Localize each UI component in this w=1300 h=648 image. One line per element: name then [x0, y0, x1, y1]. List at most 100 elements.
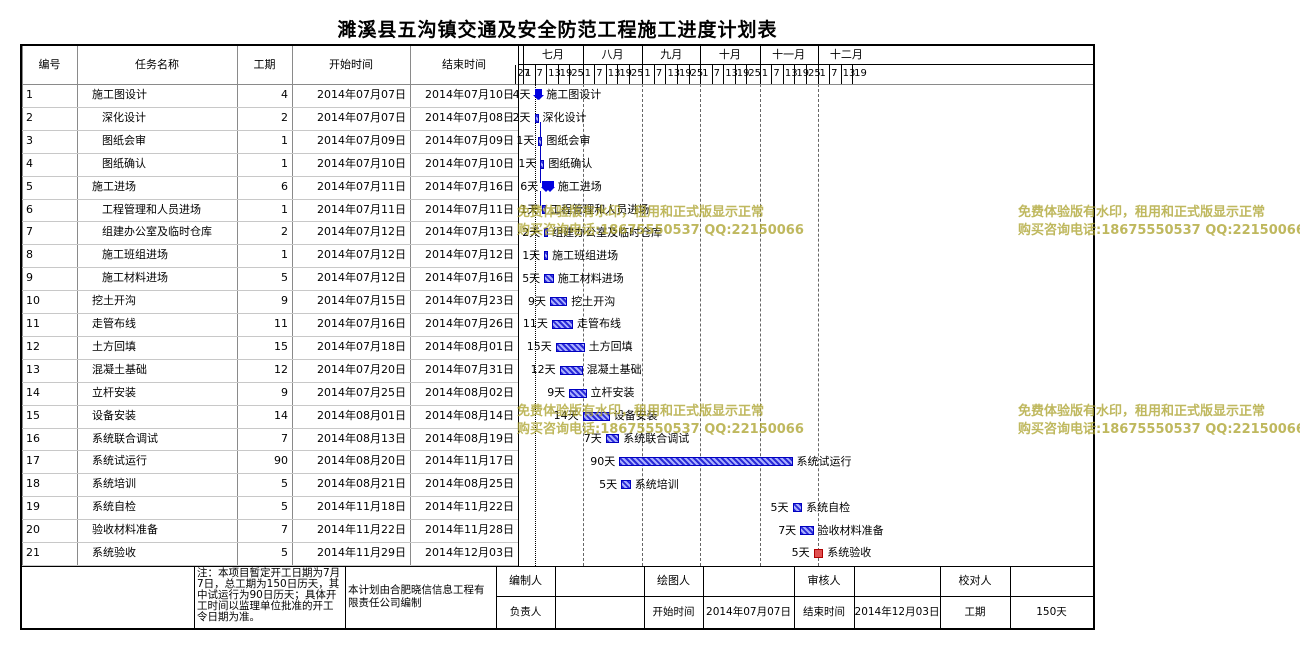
footer-cell: 150天 — [1036, 606, 1067, 618]
task-name: 组建办公室及临时仓库 — [102, 225, 212, 239]
task-end: 2014年07月09日 — [425, 133, 514, 147]
task-end: 2014年07月10日 — [425, 156, 514, 170]
task-duration: 1 — [281, 202, 288, 216]
bar-duration: 7天 — [583, 431, 602, 445]
task-name: 立杆安装 — [92, 385, 136, 399]
row-divider — [22, 290, 518, 292]
day-label: 13 — [842, 68, 856, 79]
day-label: 1 — [584, 68, 592, 79]
day-label: 13 — [667, 68, 681, 79]
row-divider — [22, 473, 518, 475]
bar-duration: 2天 — [512, 111, 531, 125]
dependency-arrow — [540, 191, 542, 206]
task-name: 施工材料进场 — [102, 271, 168, 285]
month-label: 八月 — [601, 48, 624, 61]
dependency-arrow — [540, 122, 542, 138]
day-tick — [782, 65, 784, 84]
footer-divider — [555, 566, 556, 628]
task-start: 2014年08月01日 — [317, 408, 406, 422]
task-name: 验收材料准备 — [92, 523, 158, 537]
day-label: 1 — [644, 68, 651, 79]
day-label: 13 — [607, 68, 621, 79]
day-tick — [723, 65, 725, 84]
task-bar — [813, 548, 824, 558]
footer-top-border — [22, 566, 1093, 567]
watermark: 免费体验版有水印，租用和正式版显示正常 购买咨询电话:18675550537 QQ… — [517, 204, 804, 240]
day-tick — [569, 65, 571, 84]
task-id: 9 — [26, 271, 33, 285]
day-tick — [677, 65, 678, 84]
day-tick — [665, 65, 667, 84]
task-start: 2014年08月21日 — [317, 477, 406, 491]
footer-cell: 开始时间 — [652, 606, 695, 618]
footer-cell: 工期 — [964, 606, 986, 618]
summary-bar — [541, 181, 555, 193]
watermark-line1: 免费体验版有水印，租用和正式版显示正常 — [517, 205, 765, 220]
day-label: 1 — [525, 68, 532, 79]
row-divider — [22, 175, 518, 177]
bar-duration: 2天 — [522, 225, 541, 239]
task-end: 2014年07月12日 — [425, 248, 514, 262]
task-end: 2014年12月03日 — [425, 546, 514, 559]
task-id: 1 — [26, 88, 33, 101]
task-id: 7 — [26, 225, 33, 239]
task-end: 2014年07月26日 — [425, 317, 514, 330]
task-duration: 1 — [281, 133, 288, 147]
task-bar — [605, 434, 620, 444]
task-name: 施工进场 — [92, 179, 136, 193]
table-row: 15 设备安装 14 2014年08月01日 2014年08月14日 — [22, 405, 518, 428]
header-duration: 工期 — [253, 58, 276, 71]
task-bar — [582, 411, 610, 421]
task-id: 15 — [26, 408, 40, 422]
task-duration: 15 — [274, 339, 288, 353]
bar-label: 走管布线 — [577, 317, 622, 331]
table-row: 18 系统培训 5 2014年08月21日 2014年08月25日 — [22, 473, 518, 496]
table-row: 10 挖土开沟 9 2014年07月15日 2014年07月23日 — [22, 290, 518, 313]
task-start: 2014年11月22日 — [317, 523, 406, 537]
bar-duration: 7天 — [778, 523, 797, 537]
task-end: 2014年07月31日 — [425, 362, 514, 376]
bar-label: 系统联合调试 — [623, 431, 690, 445]
day-label: 1 — [761, 68, 769, 79]
task-duration: 11 — [274, 317, 288, 330]
task-id: 6 — [26, 202, 33, 216]
task-id: 17 — [26, 454, 40, 468]
bar-label: 深化设计 — [542, 111, 587, 125]
month-label: 十月 — [718, 48, 741, 61]
task-name: 系统验收 — [92, 546, 136, 559]
footer-divider — [644, 566, 645, 628]
day-tick — [653, 65, 655, 84]
header-name: 任务名称 — [135, 58, 179, 71]
task-id: 11 — [26, 317, 40, 330]
task-bar — [800, 526, 814, 536]
bar-label: 施工图设计 — [546, 88, 602, 102]
column-divider — [22, 46, 23, 566]
day-label: 25 — [807, 68, 821, 79]
day-tick — [759, 65, 761, 84]
task-duration: 5 — [281, 546, 288, 559]
task-id: 4 — [26, 156, 33, 170]
task-end: 2014年07月23日 — [425, 294, 514, 308]
task-duration: 5 — [281, 500, 288, 514]
task-duration: 6 — [281, 179, 288, 193]
month-grid — [642, 84, 644, 566]
footer-label: 编制人 — [509, 574, 542, 587]
task-id: 3 — [26, 133, 33, 147]
day-tick — [642, 65, 644, 84]
month-row-divider — [518, 64, 1093, 65]
task-id: 19 — [26, 500, 40, 514]
task-duration: 1 — [281, 248, 288, 262]
table-row: 3 图纸会审 1 2014年07月09日 2014年07月09日 — [22, 130, 518, 153]
bar-label: 图纸确认 — [548, 157, 593, 171]
bar-duration: 4天 — [512, 88, 531, 102]
watermark: 免费体验版有水印，租用和正式版显示正常 购买咨询电话:18675550537 QQ… — [1018, 204, 1300, 240]
row-divider — [22, 335, 518, 337]
task-start: 2014年08月13日 — [317, 431, 406, 445]
task-start: 2014年07月11日 — [317, 202, 406, 216]
task-end: 2014年11月22日 — [425, 500, 514, 514]
day-label: 19 — [854, 68, 867, 79]
task-id: 16 — [26, 431, 40, 445]
task-id: 10 — [26, 294, 40, 308]
task-id: 21 — [26, 546, 40, 559]
task-end: 2014年11月28日 — [425, 523, 514, 537]
